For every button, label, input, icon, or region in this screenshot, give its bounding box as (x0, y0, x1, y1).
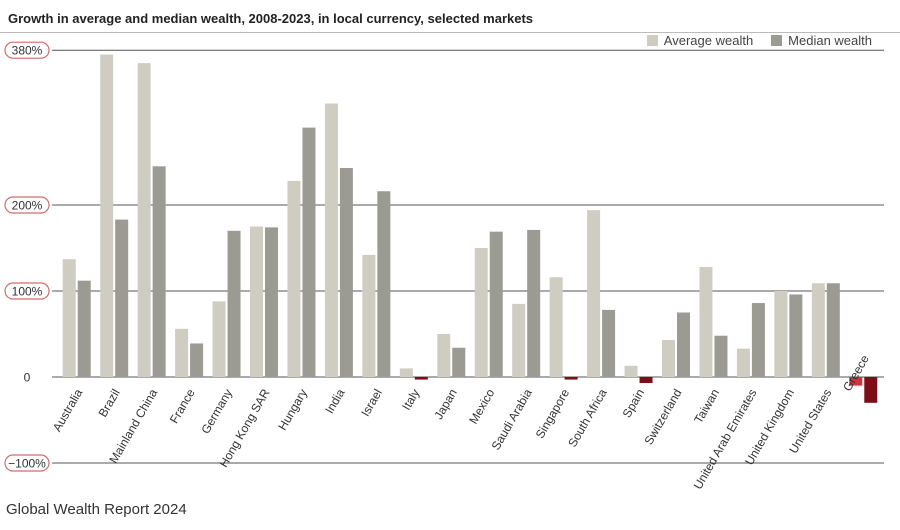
bar-median-mainland-china (152, 166, 166, 377)
bar-average-united-kingdom (774, 291, 788, 377)
bar-average-hong-kong-sar (250, 226, 263, 377)
x-tick-label-spain: Spain (620, 387, 647, 421)
legend-swatch-average (646, 35, 658, 46)
x-tick-label-france: France (167, 386, 198, 426)
bar-median-south-africa (602, 309, 616, 377)
legend-item-median: Median wealth (771, 33, 872, 48)
bar-median-united-kingdom (789, 294, 803, 377)
bar-average-singapore (549, 277, 563, 377)
bar-average-saudi-arabia (512, 303, 526, 377)
x-tick-label-brazil: Brazil (96, 387, 123, 420)
tick-highlight-0 (4, 41, 50, 59)
x-tick-label-taiwan: Taiwan (691, 387, 722, 426)
x-tick-label-india: India (322, 386, 347, 416)
source-note: Global Wealth Report 2024 (6, 501, 187, 518)
bar-median-france (190, 343, 204, 377)
x-tick-label-switzerland: Switzerland (641, 387, 684, 448)
bar-average-united-arab-emirates (736, 348, 750, 377)
tick-highlight-1 (4, 196, 50, 214)
bar-chart: 380%200%100%0−100%Australia BrazilMainlan… (4, 41, 884, 492)
bar-median-taiwan (714, 335, 728, 377)
bar-average-united-states (811, 283, 825, 377)
bar-median-japan (452, 347, 466, 377)
bar-average-australia (62, 259, 76, 377)
bar-average-greece (849, 377, 863, 386)
x-tick-label-singapore: Singapore (533, 386, 573, 441)
tick-highlight-4 (4, 454, 50, 472)
title-underline (0, 32, 900, 33)
bar-average-spain (624, 365, 638, 377)
bar-average-taiwan (699, 266, 713, 377)
bar-average-japan (437, 334, 451, 377)
bar-average-hungary (287, 180, 301, 377)
x-tick-label-italy: Italy (399, 387, 422, 413)
legend-label-median: Median wealth (788, 33, 872, 48)
y-tick-label-2: 100% (12, 285, 43, 299)
x-tick-label-israel: Israel (358, 387, 385, 419)
bar-median-spain (639, 377, 653, 384)
y-tick-label-1: 200% (12, 199, 43, 213)
bar-average-italy (399, 368, 413, 377)
x-tick-label-hungary: Hungary (275, 387, 310, 433)
legend-label-average: Average wealth (663, 33, 754, 48)
y-tick-label-0: 380% (12, 44, 43, 58)
bar-median-australia (77, 280, 91, 377)
tick-highlight-2 (4, 282, 50, 300)
bar-average-israel (362, 254, 376, 377)
x-tick-label-south-africa: South Africa (565, 386, 610, 449)
x-tick-label-mexico: Mexico (466, 386, 497, 426)
bar-average-brazil (100, 54, 114, 377)
bar-median-united-states (826, 283, 840, 377)
bar-median-switzerland (677, 312, 690, 377)
bar-average-india (324, 103, 338, 378)
bar-average-germany (212, 301, 226, 377)
bar-median-india (339, 168, 353, 377)
bar-median-hungary (302, 127, 316, 377)
bar-average-mexico (474, 248, 488, 377)
bar-average-mainland-china (137, 63, 151, 377)
bar-median-singapore (564, 377, 578, 380)
bar-average-south-africa (587, 210, 601, 377)
x-tick-label-japan: Japan (431, 387, 459, 422)
legend-swatch-median (771, 35, 783, 46)
y-tick-label-3: 0 (24, 371, 31, 385)
bar-median-saudi-arabia (527, 229, 541, 377)
chart-legend: Average wealth Median wealth (646, 33, 872, 48)
bar-median-hong-kong-sar (265, 227, 278, 377)
bar-average-france (175, 328, 189, 377)
bar-median-israel (377, 191, 391, 377)
bar-median-mexico (489, 231, 503, 377)
bar-median-italy (414, 377, 428, 380)
y-tick-label-4: −100% (8, 457, 46, 471)
legend-item-average: Average wealth (646, 33, 754, 48)
chart-title: Growth in average and median wealth, 200… (8, 11, 534, 26)
bar-median-germany (227, 230, 241, 377)
bar-median-united-arab-emirates (751, 303, 765, 377)
x-tick-label-australia: Australia (50, 386, 86, 434)
bar-average-switzerland (662, 340, 675, 377)
x-tick-label-germany: Germany (198, 387, 235, 437)
bar-median-brazil (115, 219, 129, 377)
bar-median-greece (864, 377, 878, 403)
